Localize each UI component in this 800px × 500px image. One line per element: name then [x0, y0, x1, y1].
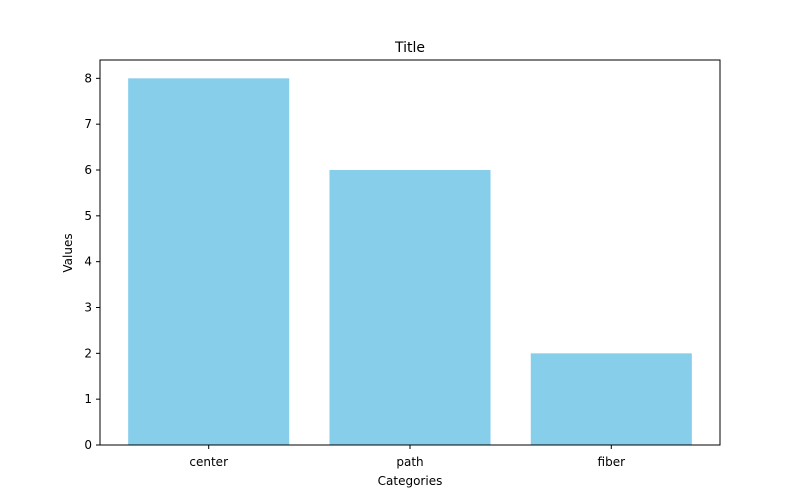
y-tick-label: 6 — [84, 163, 92, 177]
y-tick-label: 0 — [84, 438, 92, 452]
y-axis-label: Values — [61, 233, 75, 272]
plot-frame — [99, 59, 721, 446]
bar-fiber — [530, 353, 692, 445]
chart-title: Title — [394, 40, 425, 56]
x-tick-label: fiber — [598, 455, 626, 469]
y-tick-label: 7 — [84, 117, 92, 131]
bar-center — [128, 78, 290, 445]
y-axis-ticks: 0 1 2 3 4 5 6 7 8 — [84, 71, 100, 452]
x-tick-label: center — [189, 455, 228, 469]
x-tick-label: path — [396, 455, 423, 469]
x-axis-ticks: center path fiber — [189, 445, 625, 469]
y-tick-label: 1 — [84, 392, 92, 406]
y-tick-label: 8 — [84, 71, 92, 85]
x-axis-label: Categories — [378, 474, 443, 488]
bars-layer — [128, 78, 692, 445]
y-tick-label: 4 — [84, 255, 92, 269]
bar-path — [329, 170, 491, 445]
y-tick-label: 3 — [84, 301, 92, 315]
y-tick-label: 2 — [84, 346, 92, 360]
y-tick-label: 5 — [84, 209, 92, 223]
